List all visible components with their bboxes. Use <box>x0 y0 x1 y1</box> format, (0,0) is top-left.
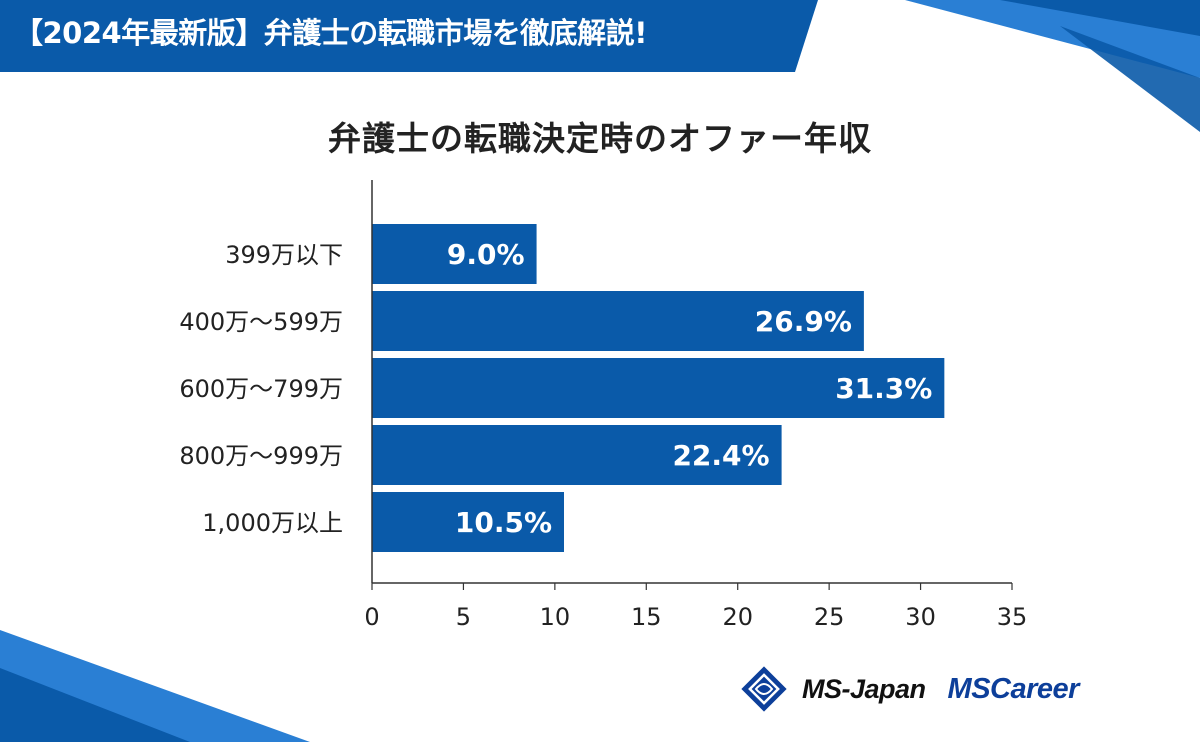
chart-title: 弁護士の転職決定時のオファー年収 <box>328 119 872 158</box>
bar-value-label-2: 26.9% <box>755 305 852 338</box>
x-tick-label-4: 20 <box>722 603 753 631</box>
x-tick-label-7: 35 <box>997 603 1028 631</box>
x-tick-label-6: 30 <box>905 603 936 631</box>
x-tick-label-2: 10 <box>540 603 571 631</box>
ms-japan-logo-text: MS-Japan <box>802 673 926 704</box>
category-label-1: 399万以下 <box>225 241 343 269</box>
corner-stripe-bottom-left-dark <box>0 668 190 742</box>
x-tick-label-3: 15 <box>631 603 662 631</box>
category-label-4: 800万〜999万 <box>179 442 343 470</box>
bar-value-label-5: 10.5% <box>455 506 552 539</box>
corner-stripe-top-right-dark <box>1000 0 1200 36</box>
x-tick-label-1: 5 <box>456 603 471 631</box>
logo-area: MS-Japan MSCareer <box>738 664 1079 714</box>
bars-layer: 9.0% 26.9% 31.3% 22.4% 10.5% <box>372 224 945 552</box>
bar-4 <box>372 425 782 485</box>
bar-3 <box>372 358 945 418</box>
bar-1 <box>372 224 537 284</box>
banner-title: 【2024年最新版】弁護士の転職市場を徹底解説! <box>14 16 647 50</box>
category-label-5: 1,000万以上 <box>202 509 343 537</box>
corner-stripe-top-right-lower <box>1060 26 1200 132</box>
bar-value-label-4: 22.4% <box>672 439 769 472</box>
category-label-2: 400万〜599万 <box>179 308 343 336</box>
x-tick-label-5: 25 <box>814 603 845 631</box>
bar-value-label-3: 31.3% <box>835 372 932 405</box>
category-label-3: 600万〜799万 <box>179 375 343 403</box>
bar-2 <box>372 291 864 351</box>
bar-5 <box>372 492 564 552</box>
ms-japan-logo-icon <box>741 666 787 712</box>
bar-value-label-1: 9.0% <box>447 238 525 271</box>
title-banner-shape <box>0 0 818 72</box>
x-tick-label-0: 0 <box>364 603 379 631</box>
axis-layer: 399万以下 400万〜599万 600万〜799万 800万〜999万 1,000万以… <box>179 180 1027 631</box>
mscareer-logo-text: MSCareer <box>947 672 1080 705</box>
